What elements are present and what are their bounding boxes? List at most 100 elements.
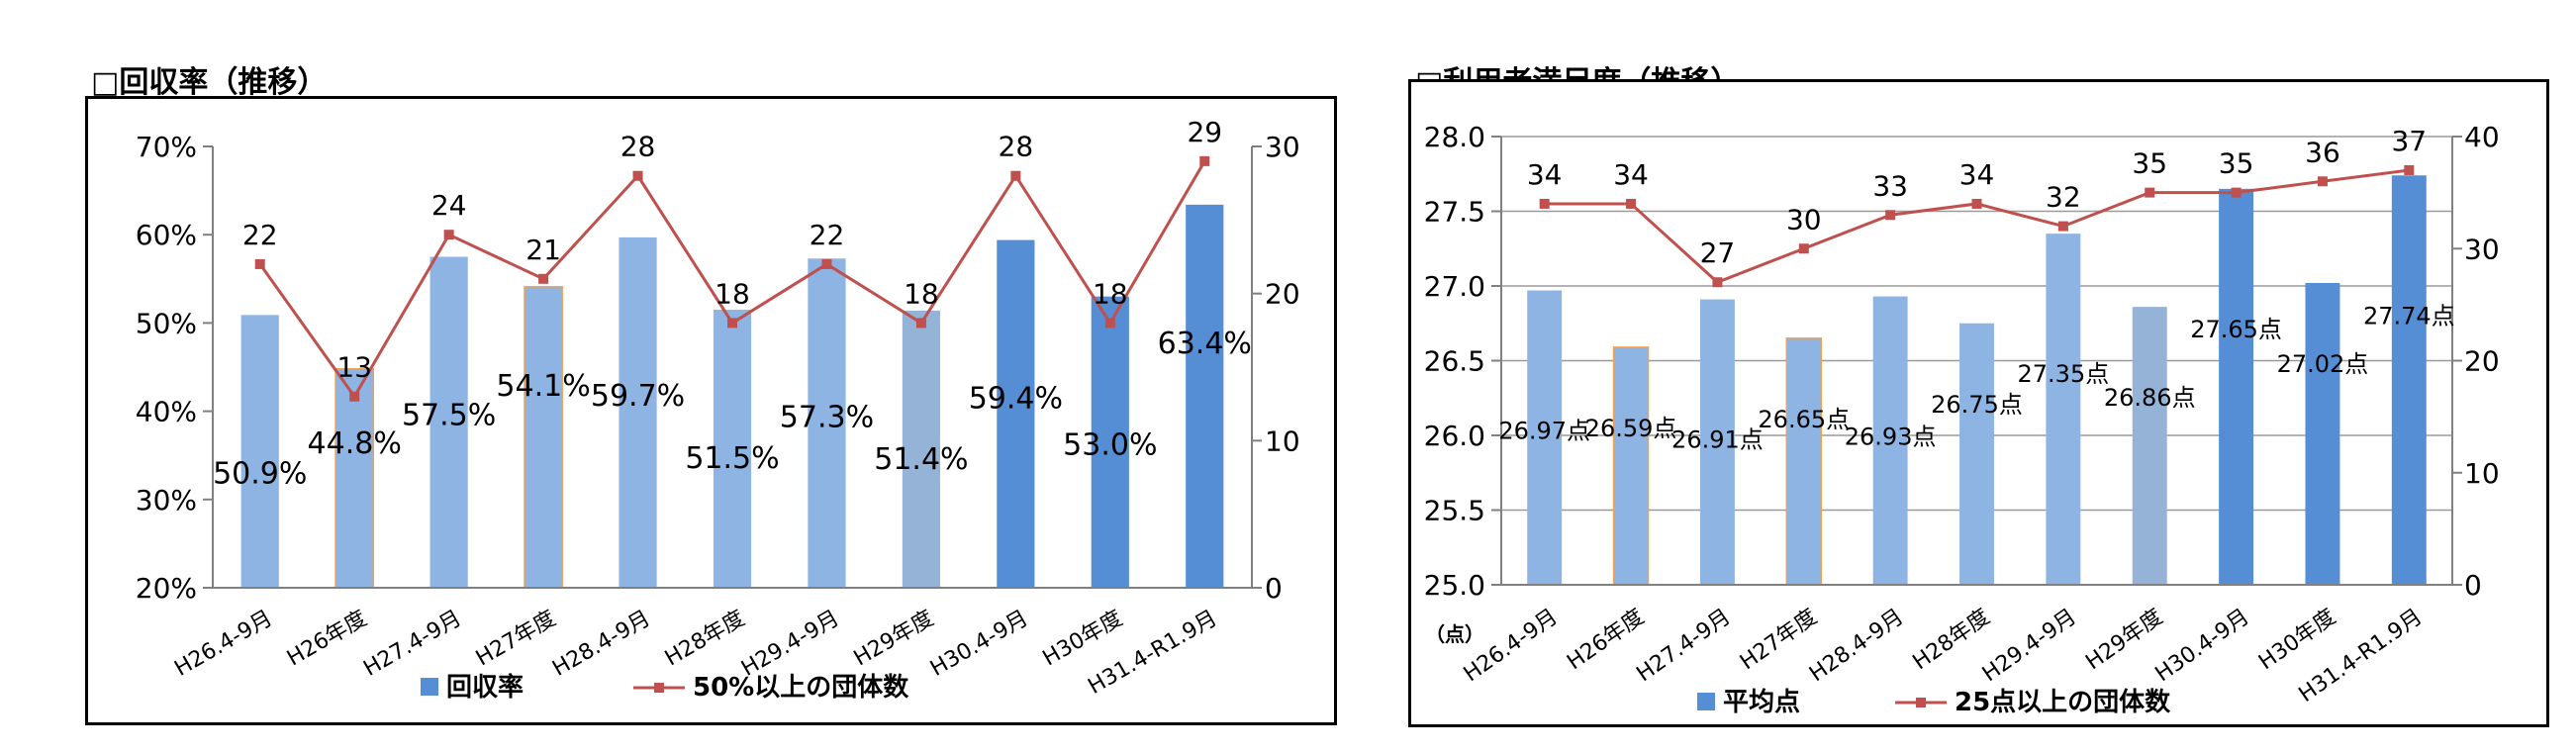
chart1-y2-tick-label: 0	[1265, 572, 1283, 605]
chart2-bar	[1872, 296, 1908, 585]
chart2-bar-data-label: 26.97点	[1498, 418, 1590, 445]
chart2-y-tick-label: 28.0	[1424, 121, 1485, 153]
chart2-bar-data-label: 27.35点	[2018, 360, 2110, 388]
chart1-line-point	[443, 230, 454, 240]
chart1-category-label: H28.4-9月	[548, 606, 654, 681]
chart2-y-tick-label: 27.0	[1424, 270, 1485, 303]
chart1-line-point	[1199, 155, 1210, 166]
chart1-bar-data-label: 59.7%	[591, 379, 685, 414]
chart1-bar	[429, 256, 468, 588]
chart1-y-tick-label: 50%	[136, 307, 197, 339]
chart1-bar-data-label: 57.5%	[402, 399, 496, 433]
chart1-y-tick-label: 60%	[136, 219, 197, 251]
chart2-line-point	[2145, 187, 2155, 198]
chart1-line-data-label: 24	[431, 189, 467, 222]
chart2-bar-data-label: 26.59点	[1585, 415, 1677, 442]
chart1-line-data-label: 28	[620, 131, 656, 163]
chart2-line-data-label: 36	[2305, 136, 2340, 168]
chart2-line-point	[1885, 210, 1896, 221]
chart2-line-data-label: 35	[2219, 147, 2254, 180]
chart1-y2-tick-label: 30	[1265, 131, 1300, 163]
chart2-category-label: H28.4-9月	[1805, 605, 1908, 687]
chart2-legend-bar-label: 平均点	[1723, 687, 1800, 717]
chart1-line-data-label: 29	[1187, 116, 1222, 148]
chart2-bar	[2391, 175, 2427, 585]
chart1-legend-line-label: 50%以上の団体数	[693, 673, 909, 703]
chart2-line-point	[1539, 198, 1550, 209]
chart2-bar-data-label: 26.65点	[1758, 406, 1850, 433]
chart2-line-data-label: 37	[2391, 125, 2427, 157]
chart2-legend-bar-swatch	[1697, 693, 1715, 710]
chart2-category-label: H27.4-9月	[1632, 605, 1735, 687]
chart1-line-point	[538, 273, 549, 284]
chart2-line-point	[1971, 198, 1982, 209]
chart2-y2-tick-label: 30	[2464, 233, 2500, 265]
chart2-bar	[1959, 323, 1994, 585]
chart2-legend-line-marker	[1916, 698, 1926, 707]
chart2-line-data-label: 35	[2132, 147, 2167, 180]
chart2-bar	[1699, 299, 1735, 585]
chart1-legend-line-marker	[654, 683, 664, 693]
chart2-bar	[2046, 234, 2081, 585]
chart2-bar	[2132, 307, 2167, 585]
chart2-line-point	[1798, 243, 1809, 254]
chart2-bar-data-label: 27.74点	[2363, 302, 2455, 330]
chart1-y-tick-label: 20%	[136, 572, 197, 605]
chart2-line-point	[1712, 277, 1723, 288]
chart1-line-data-label: 18	[904, 277, 939, 310]
chart1-bar	[1186, 204, 1224, 588]
chart1-bar	[713, 310, 752, 588]
chart2-line-point	[1626, 198, 1637, 209]
chart1-line-data-label: 18	[715, 277, 750, 310]
chart2-bar-data-label: 26.91点	[1671, 426, 1764, 454]
chart2-line-point	[2317, 176, 2328, 187]
chart2-bar	[2305, 282, 2340, 585]
chart2-y2-tick-label: 20	[2464, 345, 2500, 378]
chart1-category-label: H29年度	[850, 606, 938, 671]
chart1-y-tick-label: 30%	[136, 484, 197, 517]
chart2-line-point	[2057, 221, 2068, 232]
chart2-line-data-label: 34	[1959, 158, 1995, 191]
chart1-line-point	[349, 391, 360, 402]
chart2-bar-data-label: 27.65点	[2190, 316, 2282, 343]
chart1-bar-data-label: 51.4%	[874, 442, 968, 477]
chart1-bar-data-label: 50.9%	[213, 456, 307, 491]
chart1-line-data-label: 22	[810, 219, 845, 251]
chart2-bar	[1785, 337, 1822, 586]
chart2-line-point	[2404, 164, 2415, 175]
chart2-bar-data-label: 27.02点	[2277, 350, 2369, 378]
chart1-line-point	[821, 258, 832, 269]
chart1-y2-tick-label: 20	[1265, 278, 1300, 311]
chart1-category-label: H28年度	[661, 606, 749, 671]
chart1-bar-data-label: 53.0%	[1063, 428, 1157, 463]
chart1-bar	[334, 368, 375, 589]
chart1-bar-data-label: 57.3%	[780, 400, 874, 434]
chart2-bar-data-label: 26.86点	[2104, 384, 2196, 412]
chart1-bar	[1091, 296, 1129, 588]
chart2-bar	[1612, 346, 1650, 586]
chart1-y-tick-label: 40%	[136, 396, 197, 428]
chart1-line-point	[915, 318, 926, 329]
chart2-y-tick-label: 25.5	[1424, 495, 1485, 527]
chart2-y-axis-label: （点）	[1425, 622, 1484, 646]
chart-1-title: □回収率（推移）	[91, 65, 328, 100]
chart2-line-data-label: 33	[1872, 169, 1908, 202]
chart2-y-tick-label: 27.5	[1424, 196, 1485, 229]
chart1-bar-data-label: 44.8%	[308, 426, 402, 461]
chart2-y-tick-label: 25.0	[1424, 569, 1485, 602]
chart1-category-label: H27.4-9月	[359, 606, 465, 681]
chart2-y2-tick-label: 0	[2464, 569, 2482, 602]
chart1-bar	[240, 315, 279, 588]
chart1-category-label: H27年度	[472, 606, 560, 671]
chart1-category-label: H30.4-9月	[926, 606, 1032, 681]
chart2-category-label: H30.4-9月	[2151, 605, 2254, 687]
chart1-line-point	[254, 258, 265, 269]
chart2-line-data-label: 27	[1700, 236, 1736, 269]
chart1-bar-data-label: 59.4%	[969, 382, 1063, 417]
chart1-bar-data-label: 51.5%	[685, 441, 779, 476]
chart2-y-tick-label: 26.0	[1424, 420, 1485, 452]
chart1-line-data-label: 22	[242, 219, 278, 251]
chart1-bar	[902, 310, 940, 588]
chart1-bar	[524, 286, 563, 589]
chart1-bar	[619, 236, 657, 588]
